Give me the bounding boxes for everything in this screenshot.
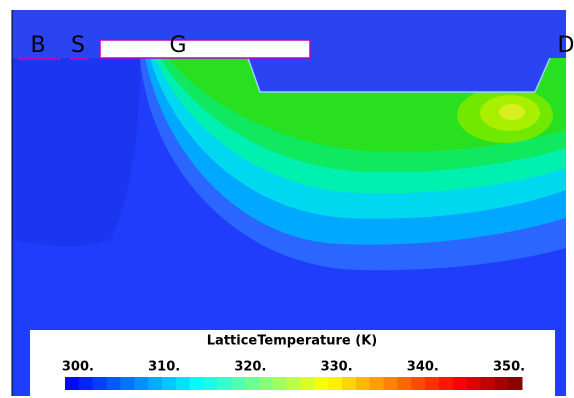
colorbar-tick-label: 350. [493, 360, 525, 375]
colorbar-segment [466, 377, 481, 390]
colorbar-segment [161, 377, 177, 390]
colorbar-segment [328, 377, 343, 390]
colorbar-segment [272, 377, 288, 390]
colorbar-segment [369, 377, 385, 390]
colorbar-tick-label: 310. [148, 360, 180, 375]
colorbar-segment [314, 377, 329, 390]
colorbar-segment [203, 377, 218, 390]
colorbar-segment [300, 377, 315, 390]
colorbar-segment [286, 377, 301, 390]
colorbar-segment [341, 377, 357, 390]
electrode-label: B [30, 33, 45, 58]
colorbar-title: LatticeTemperature (K) [207, 334, 377, 349]
colorbar-segment [397, 377, 412, 390]
electrode-label: D [558, 33, 574, 58]
colorbar-segment [65, 377, 80, 390]
colorbar-segment [438, 377, 454, 390]
colorbar-tick-label: 340. [407, 360, 439, 375]
colorbar-segment [217, 377, 232, 390]
colorbar [65, 377, 523, 390]
colorbar-segment [452, 377, 468, 390]
colorbar-segment [175, 377, 191, 390]
colorbar-segment [106, 377, 121, 390]
colorbar-segment [120, 377, 135, 390]
colorbar-segment [148, 377, 163, 390]
colorbar-segment [245, 377, 260, 390]
colorbar-tick-label: 300. [62, 360, 94, 375]
electrode-label: S [71, 33, 85, 58]
colorbar-segment [355, 377, 371, 390]
colorbar-segment [189, 377, 204, 390]
colorbar-segment [134, 377, 149, 390]
colorbar-segment [92, 377, 108, 390]
colorbar-segment [480, 377, 495, 390]
electrode-label: G [169, 33, 186, 58]
colorbar-segment [494, 377, 509, 390]
surface [247, 57, 551, 93]
colorbar-segment [411, 377, 426, 390]
colorbar-segment [231, 377, 246, 390]
colorbar-segment [508, 377, 523, 390]
colorbar-segment [78, 377, 94, 390]
gate [99, 39, 311, 59]
colorbar-tick-label: 320. [234, 360, 266, 375]
colorbar-segment [258, 377, 274, 390]
colorbar-segment [383, 377, 398, 390]
colorbar-segment [425, 377, 440, 390]
colorbar-tick-label: 330. [321, 360, 353, 375]
